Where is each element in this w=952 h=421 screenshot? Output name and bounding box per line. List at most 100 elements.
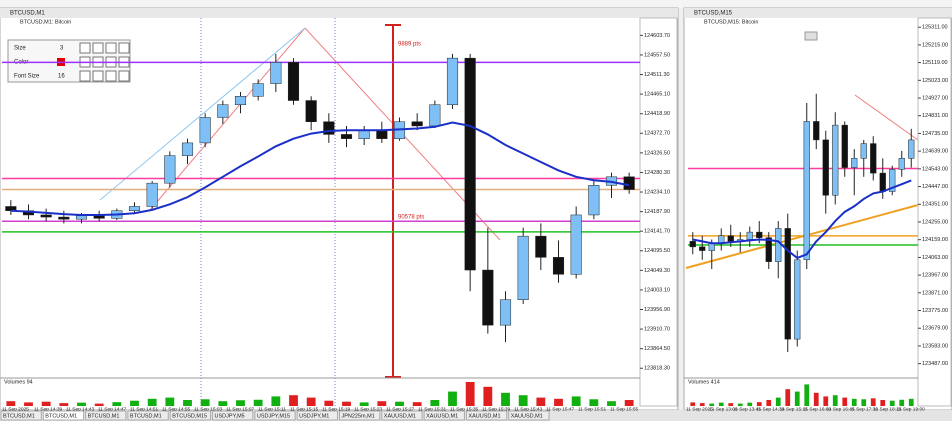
candle-body — [446, 57, 459, 106]
candle-body — [181, 142, 194, 156]
tab[interactable] — [212, 410, 254, 421]
x-tick-label: 11 Sep 13:45 — [733, 406, 762, 412]
tool-button[interactable] — [92, 70, 104, 82]
tool-button[interactable] — [105, 42, 117, 54]
x-tick-label: 11 Sep 14:47 — [98, 406, 127, 412]
tool-button[interactable] — [79, 42, 91, 54]
volume-bar — [794, 391, 800, 406]
candle-body — [794, 259, 801, 340]
window-title: BTCUSD,M15 — [694, 11, 733, 17]
volume-bar — [775, 397, 781, 406]
candle-body — [822, 139, 829, 196]
volume-bar — [130, 400, 139, 406]
candle-body — [340, 134, 353, 139]
volume-bar — [690, 402, 696, 406]
y-tick-label: 124255.00 — [922, 219, 948, 225]
annotation: 9889 pts — [398, 42, 421, 48]
candle-body — [93, 215, 105, 219]
tab-label[interactable]: BTCUSD,M1 — [130, 413, 162, 419]
volume-bar — [554, 398, 563, 406]
tab-label[interactable]: BTCUSD,M15 — [172, 413, 207, 419]
candle-body — [323, 121, 335, 135]
tab[interactable] — [465, 410, 508, 421]
tool-button[interactable] — [118, 42, 130, 54]
title-bar — [684, 8, 952, 18]
tab[interactable] — [381, 410, 423, 421]
volume-bar — [94, 403, 104, 406]
volume-bar — [737, 403, 743, 406]
value[interactable]: 3 — [60, 46, 64, 52]
tool-button[interactable] — [105, 70, 117, 82]
tab-label[interactable]: USDJPY,M15 — [257, 413, 290, 419]
volume-bar — [709, 403, 715, 406]
y-tick-label: 124447.00 — [922, 184, 948, 190]
candle-body — [860, 143, 867, 159]
button[interactable] — [804, 31, 818, 41]
chart-title: BTCUSD,M15: Bitcoin — [704, 19, 758, 25]
y-tick-label: 124831.00 — [922, 113, 948, 119]
y-tick-label: 123818.30 — [644, 366, 670, 372]
x-tick-label: 11 Sep 16:45 — [826, 406, 855, 412]
trend-line — [99, 27, 306, 201]
tab[interactable] — [169, 410, 212, 421]
moving-average — [692, 179, 912, 260]
tab-label[interactable]: XAUUSD,M1 — [384, 413, 416, 419]
volume-bar — [718, 402, 724, 406]
volume-bar — [832, 395, 838, 406]
tab[interactable] — [296, 410, 338, 421]
window-title: BTCUSD,M1 — [10, 11, 45, 17]
tab-label[interactable]: BTCUSD,M1 — [88, 413, 120, 419]
candle-body — [841, 124, 848, 168]
candle-body — [898, 158, 905, 170]
tool-button[interactable] — [118, 70, 130, 82]
x-tick-label: 11 Sep 15:27 — [386, 406, 415, 412]
volume-bar — [766, 400, 772, 406]
tab-label[interactable]: XAUUSD,M1 — [468, 413, 500, 419]
volume-bar — [395, 401, 404, 406]
candle-body — [623, 176, 635, 190]
volume-bar — [324, 400, 334, 406]
value[interactable]: 16 — [58, 74, 65, 80]
tab[interactable] — [85, 410, 127, 421]
tab[interactable] — [0, 410, 42, 421]
tool-button[interactable] — [79, 70, 91, 82]
tab[interactable] — [254, 410, 296, 421]
tab-label[interactable]: USDJPY,M1 — [299, 413, 329, 419]
volume-bar — [183, 400, 192, 406]
tab[interactable] — [338, 410, 381, 421]
volume-bar — [861, 399, 867, 406]
y-tick-label: 124234.10 — [644, 189, 670, 195]
tab-label[interactable]: XAUUSD,M1 — [511, 413, 543, 419]
candle-body — [252, 83, 264, 97]
volume-bar — [271, 396, 281, 406]
tab-label[interactable]: XAUUSD,M1 — [426, 413, 458, 419]
candle-body — [535, 235, 547, 258]
volume-bar — [359, 402, 369, 406]
y-tick-label: 125119.00 — [922, 60, 948, 66]
volume-bar — [465, 382, 475, 406]
candle-body — [870, 143, 877, 174]
tab[interactable] — [508, 410, 550, 421]
candle-body — [832, 124, 839, 196]
volume-bar — [813, 392, 819, 406]
candle-body — [234, 96, 247, 106]
label: Font Size — [14, 74, 40, 80]
tab-label[interactable]: JPN225m,M1 — [341, 413, 374, 419]
volume-bar — [6, 401, 16, 406]
x-tick-label: 11 Sep 15:15 — [780, 406, 809, 412]
tab-label[interactable]: BTCUSD,M1 — [45, 413, 77, 419]
x-tick-label: 11 Sep 2025 — [686, 406, 713, 412]
tab[interactable] — [127, 410, 169, 421]
tab[interactable] — [423, 410, 465, 421]
volume-bar — [501, 392, 510, 406]
tool-button[interactable] — [92, 42, 104, 54]
y-tick-label: 125023.00 — [922, 78, 948, 84]
y-tick-label: 123487.00 — [922, 361, 948, 367]
tab[interactable] — [42, 410, 85, 421]
tab-label[interactable]: USDJPY,M5 — [215, 413, 245, 419]
candle-body — [358, 129, 370, 139]
volume-bar — [112, 402, 122, 406]
candle-body — [58, 216, 70, 220]
tab-label[interactable]: BTCUSD,M1 — [3, 413, 35, 419]
